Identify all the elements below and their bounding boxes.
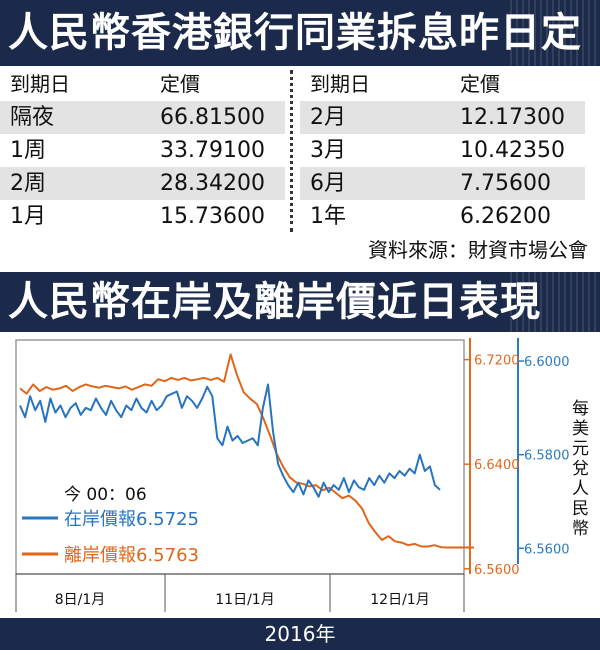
- column-divider: [290, 70, 293, 232]
- exchange-rate-chart: 6.7200 6.6400 6.5600 6.6000 6.5800 6.5600 8日…: [15, 338, 589, 612]
- series-lines: [19, 353, 474, 549]
- rate-cell: 15.73600: [160, 204, 265, 229]
- right-y-tick-label: 6.5800: [524, 449, 570, 464]
- data-source: 資料來源：財資市場公會: [368, 238, 588, 262]
- chart-title: 人民幣在岸及離岸價近日表現: [0, 272, 600, 332]
- term-cell: 1年: [310, 204, 346, 229]
- y-axis-label: 每美元兌人民幣: [572, 399, 589, 539]
- x-tick-label: 11日/1月: [215, 592, 274, 608]
- term-cell: 6月: [310, 171, 346, 196]
- right-y-tick-label: 6.5600: [524, 542, 570, 557]
- table-row: 隔夜 66.81500: [0, 101, 285, 134]
- x-tick-label: 8日/1月: [55, 592, 106, 608]
- table-title: 人民幣香港銀行同業拆息昨日定價: [0, 0, 600, 122]
- x-axis-label: 2016年: [0, 618, 600, 650]
- rate-cell: 66.81500: [160, 105, 265, 130]
- table-row: 1月 15.73600: [0, 200, 285, 233]
- term-cell: 1周: [10, 138, 46, 163]
- banner-decoration: [510, 0, 600, 66]
- legend-offshore: 離岸價報6.5763: [64, 545, 199, 566]
- table-header-row: 到期日 定價: [0, 68, 285, 101]
- rate-cell: 33.79100: [160, 138, 265, 163]
- rate-cell: 28.34200: [160, 171, 265, 196]
- plot-frame: [15, 339, 465, 575]
- rate-cell: 10.42350: [460, 138, 565, 163]
- table-header-row: 到期日 定價: [300, 68, 585, 101]
- term-cell: 1月: [10, 204, 46, 229]
- x-tick-label: 12日/1月: [370, 592, 429, 608]
- chart-title-text: 人民幣在岸及離岸價近日表現: [8, 279, 541, 325]
- header-term: 到期日: [310, 72, 370, 96]
- rates-table-right: 到期日 定價 2月 12.17300 3月 10.42350 6月 7.75600 1…: [300, 68, 585, 233]
- rates-table-left: 到期日 定價 隔夜 66.81500 1周 33.79100 2周 28.34200 …: [0, 68, 285, 233]
- table-row: 1年 6.26200: [300, 200, 585, 233]
- banner-decoration: [510, 272, 600, 332]
- onshore-series-line: [19, 383, 441, 498]
- term-cell: 3月: [310, 138, 346, 163]
- left-y-ticks: 6.7200 6.6400 6.5600: [464, 354, 520, 578]
- left-y-tick-label: 6.6400: [474, 458, 520, 473]
- time-annotation: 今 00：06: [64, 485, 147, 505]
- left-y-tick-label: 6.5600: [474, 563, 520, 578]
- rate-cell: 7.75600: [460, 171, 551, 196]
- table-title-text: 人民幣香港銀行同業拆息昨日定價: [8, 10, 582, 122]
- header-rate: 定價: [160, 72, 200, 96]
- legend-onshore: 在岸價報6.5725: [64, 509, 199, 530]
- rate-cell: 12.17300: [460, 105, 565, 130]
- table-row: 2周 28.34200: [0, 167, 285, 200]
- offshore-series-line: [19, 353, 474, 549]
- table-row: 2月 12.17300: [300, 101, 585, 134]
- table-row: 6月 7.75600: [300, 167, 585, 200]
- table-row: 1周 33.79100: [0, 134, 285, 167]
- header-rate: 定價: [460, 72, 500, 96]
- term-cell: 2周: [10, 171, 46, 196]
- rate-cell: 6.26200: [460, 204, 551, 229]
- left-y-tick-label: 6.7200: [474, 354, 520, 369]
- header-term: 到期日: [10, 72, 70, 96]
- x-ticks: 8日/1月 11日/1月 12日/1月: [15, 574, 465, 612]
- right-y-ticks: 6.6000 6.5800 6.5600: [518, 355, 570, 557]
- table-row: 3月 10.42350: [300, 134, 585, 167]
- right-y-tick-label: 6.6000: [524, 355, 570, 370]
- term-cell: 隔夜: [10, 105, 55, 130]
- term-cell: 2月: [310, 105, 346, 130]
